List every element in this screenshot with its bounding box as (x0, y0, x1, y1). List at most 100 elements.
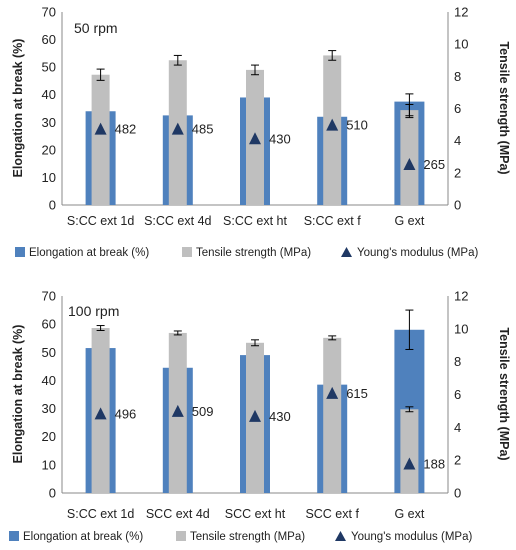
error-bar-tensile (96, 325, 105, 331)
error-bar-tensile (251, 339, 259, 347)
bar-tensile (323, 337, 342, 493)
x-tick-label: S:CC ext 1d (67, 214, 134, 228)
right-tick-label: 0 (454, 486, 461, 501)
right-axis-label: Tensile strength (MPa) (497, 41, 511, 174)
error-bar-elongation (405, 93, 414, 119)
right-tick-label: 4 (454, 133, 461, 148)
right-axis-label: Tensile strength (MPa) (497, 327, 511, 460)
data-label-youngs-modulus: 430 (269, 131, 291, 146)
left-tick-label: 60 (42, 32, 56, 47)
left-tick-label: 10 (42, 170, 56, 185)
data-label-youngs-modulus: 482 (115, 122, 137, 137)
data-label-youngs-modulus: 265 (423, 157, 445, 172)
data-label-youngs-modulus: 615 (346, 386, 368, 401)
legend-marker-youngs (341, 247, 352, 257)
error-bar-elongation (405, 309, 414, 350)
left-tick-label: 40 (42, 87, 56, 102)
bars: 496 509 430 615 188 (85, 309, 445, 493)
x-tick-label: SCC ext ht (225, 507, 286, 521)
chart-50rpm: 50 rpm Elongation at break (%) Tensile s… (11, 5, 511, 260)
category-scc-ext-ht: 430 (240, 339, 291, 493)
error-bar-tensile (328, 50, 337, 61)
error-bar-tensile (251, 64, 259, 76)
category-g-ext: 265 (394, 93, 445, 205)
left-tick-label: 50 (42, 60, 56, 75)
category-s-cc-ext-1d: 482 (85, 68, 137, 205)
data-label-youngs-modulus: 485 (192, 122, 214, 137)
right-tick-label: 12 (454, 289, 468, 304)
category-g-ext: 188 (394, 309, 445, 493)
right-tick-label: 0 (454, 198, 461, 213)
right-tick-label: 10 (454, 37, 468, 52)
legend-label-tensile: Tensile strength (MPa) (196, 247, 311, 259)
data-label-youngs-modulus: 510 (346, 118, 368, 133)
x-tick-label: S:CC ext 1d (67, 507, 134, 521)
category-scc-ext-4d: 509 (162, 330, 214, 493)
right-tick-label: 2 (454, 453, 461, 468)
left-tick-label: 20 (42, 142, 56, 157)
left-axis-label: Elongation at break (%) (11, 325, 25, 464)
legend-label-elongation: Elongation at break (%) (29, 247, 149, 259)
legend-label-youngs: Young's modulus (MPa) (351, 531, 472, 543)
marker-youngs-modulus (403, 157, 416, 170)
right-tick-label: 12 (454, 5, 468, 20)
legend-swatch-elongation (15, 247, 25, 257)
left-tick-label: 50 (42, 345, 56, 360)
x-tick-label: G ext (394, 214, 424, 228)
x-tick-label: G ext (394, 507, 424, 521)
marker-youngs-modulus (326, 118, 339, 131)
x-tick-labels: S:CC ext 1d SCC ext 4d SCC ext ht SCC ext f… (67, 507, 425, 521)
right-tick-labels: 0 2 4 6 8 10 12 (454, 5, 468, 213)
right-tick-label: 10 (454, 321, 468, 336)
category-s-cc-ext-f: 510 (317, 50, 368, 205)
marker-youngs-modulus (326, 386, 339, 399)
right-tick-label: 6 (454, 101, 461, 116)
left-tick-labels: 0 10 20 30 40 50 60 70 (42, 289, 56, 501)
legend-swatch-elongation (9, 531, 19, 541)
legend-swatch-tensile (182, 247, 192, 257)
x-tick-labels: S:CC ext 1d S:CC ext 4d S:CC ext ht S:CC ex… (67, 214, 425, 228)
left-tick-label: 40 (42, 373, 56, 388)
marker-youngs-modulus (403, 457, 416, 470)
right-tick-label: 8 (454, 69, 461, 84)
right-tick-labels: 0 2 4 6 8 10 12 (454, 289, 468, 501)
marker-youngs-modulus (171, 404, 184, 417)
error-bar-tensile (173, 330, 182, 336)
data-label-youngs-modulus: 496 (115, 406, 137, 421)
left-tick-label: 30 (42, 401, 56, 416)
legend: Elongation at break (%) Tensile strength… (15, 247, 478, 259)
left-tick-label: 0 (49, 198, 56, 213)
left-axis-label: Elongation at break (%) (11, 39, 25, 178)
right-tick-label: 2 (454, 165, 461, 180)
left-tick-label: 0 (49, 486, 56, 501)
data-label-youngs-modulus: 430 (269, 409, 291, 424)
right-tick-label: 6 (454, 387, 461, 402)
right-tick-label: 4 (454, 420, 461, 435)
error-bar-tensile (328, 335, 337, 341)
category-scc-ext-f: 615 (317, 335, 368, 493)
bars: 482 485 430 510 265 (85, 50, 445, 206)
left-tick-label: 70 (42, 5, 56, 20)
x-tick-label: SCC ext 4d (146, 507, 210, 521)
marker-youngs-modulus (171, 122, 184, 135)
marker-youngs-modulus (249, 132, 261, 145)
bar-tensile (400, 110, 419, 205)
left-tick-label: 70 (42, 289, 56, 304)
legend-label-youngs: Young's modulus (MPa) (357, 247, 478, 259)
category-s-cc-ext-ht: 430 (240, 64, 291, 206)
x-tick-label: S:CC ext f (304, 214, 361, 228)
chart-annotation: 50 rpm (74, 20, 118, 36)
category-s-cc-ext-1d: 496 (85, 325, 137, 493)
marker-youngs-modulus (94, 407, 107, 420)
chart-annotation: 100 rpm (68, 303, 119, 319)
error-bar-tensile (173, 54, 182, 66)
chart-100rpm: 100 rpm Elongation at break (%) Tensile … (9, 289, 511, 543)
legend-marker-youngs (335, 531, 346, 541)
legend: Elongation at break (%) Tensile strength… (9, 531, 472, 543)
x-tick-label: S:CC ext ht (223, 214, 287, 228)
legend-label-elongation: Elongation at break (%) (23, 531, 143, 543)
category-s-cc-ext-4d: 485 (162, 54, 214, 205)
error-bar-tensile (96, 68, 105, 81)
data-label-youngs-modulus: 509 (192, 404, 214, 419)
